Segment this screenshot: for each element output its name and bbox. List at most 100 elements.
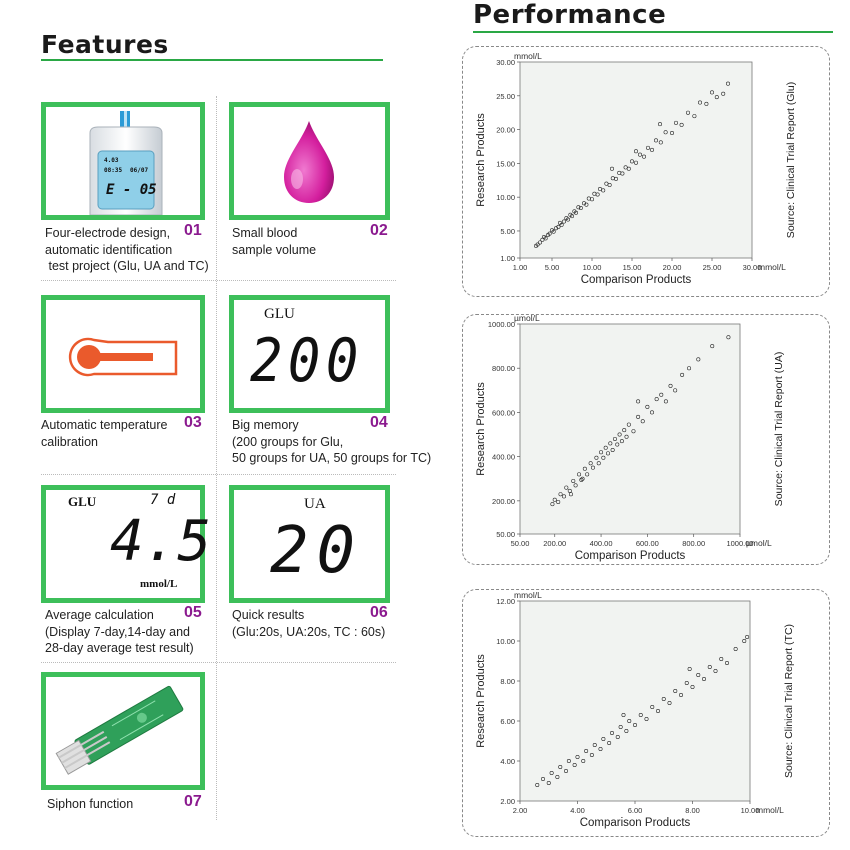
scatter-point [636, 414, 641, 419]
y-axis-label: Research Products [475, 382, 487, 476]
features-title: Features [41, 30, 169, 59]
scatter-point [687, 667, 692, 672]
scatter-point [582, 466, 587, 471]
y-tick-label: 12.00 [496, 597, 515, 606]
feature-tile-06: UA 20 [229, 485, 390, 603]
y-unit-label: µmol/L [514, 314, 540, 323]
scatter-point [650, 705, 655, 710]
y-tick-label: 10.00 [496, 193, 515, 202]
feature-tile-01: 4.03 08:35 06/07 E - 05 [41, 102, 205, 220]
x-unit-label: mmol/L [758, 262, 786, 272]
feature-number-02: 02 [370, 222, 388, 239]
scatter-point [538, 240, 543, 245]
scatter-point [562, 219, 567, 224]
scatter-point [698, 100, 703, 105]
lcd-days: 7 d [150, 492, 176, 508]
feature-number-06: 06 [370, 604, 388, 621]
scatter-point [556, 499, 561, 504]
plot-area [519, 323, 741, 535]
x-tick-label: 2.00 [513, 806, 528, 815]
scatter-point [574, 210, 579, 215]
feature-caption-06: Quick results (Glu:20s, UA:20s, TC : 60s… [232, 608, 386, 639]
scatter-point [674, 120, 679, 125]
y-tick-label: 6.00 [500, 717, 515, 726]
x-tick-label: 15.00 [623, 263, 642, 272]
scatter-point [679, 122, 684, 127]
scatter-point [702, 677, 707, 682]
scatter-point [610, 731, 615, 736]
scatter-point [680, 372, 685, 377]
scatter-point [590, 197, 595, 202]
x-tick-label: 6.00 [628, 806, 643, 815]
feature-caption-05: Average calculation (Display 7-day,14-da… [45, 608, 194, 655]
x-tick-label: 10.00 [583, 263, 602, 272]
x-tick-label: 10.00 [741, 806, 760, 815]
scatter-point [634, 149, 639, 154]
y-tick-label: 5.00 [500, 227, 515, 236]
y-tick-label: 200.00 [492, 497, 515, 506]
lcd-glu-label: GLU [264, 306, 295, 322]
scatter-point [644, 717, 649, 722]
scatter-point [598, 747, 603, 752]
x-tick-label: 4.00 [570, 806, 585, 815]
scatter-point [710, 90, 715, 95]
y-unit-label: mmol/L [514, 590, 542, 600]
scatter-point [620, 171, 625, 176]
scatter-point [584, 749, 589, 754]
scatter-point [556, 224, 561, 229]
scatter-point [606, 451, 611, 456]
scatter-point [592, 743, 597, 748]
scatter-point [692, 114, 697, 119]
y-tick-label: 400.00 [492, 453, 515, 462]
scatter-point [615, 735, 620, 740]
scatter-point [659, 392, 664, 397]
feature-caption-07: Siphon function [47, 797, 134, 811]
feature-caption-04: Big memory (200 groups for Glu, 50 group… [232, 418, 432, 465]
scatter-point [710, 344, 715, 349]
scatter-point [570, 214, 575, 219]
y-tick-label: 8.00 [500, 677, 515, 686]
scatter-point [568, 492, 573, 497]
scatter-point [654, 138, 659, 143]
x-tick-label: 200.00 [543, 539, 566, 548]
y-tick-label: 30.00 [496, 58, 515, 67]
scatter-point [551, 229, 556, 234]
scatter-point [546, 781, 551, 786]
scatter-point [719, 657, 724, 662]
y-tick-label: 10.00 [496, 637, 515, 646]
x-tick-label: 400.00 [590, 539, 613, 548]
scatter-point [714, 95, 719, 100]
thermometer-icon [68, 337, 178, 377]
scatter-point [608, 441, 613, 446]
x-tick-label: 50.00 [511, 539, 530, 548]
performance-title-rule [473, 31, 833, 33]
scatter-point [707, 665, 712, 670]
scatter-point [558, 765, 563, 770]
scatter-point [604, 181, 609, 186]
scatter-point [558, 492, 563, 497]
y-tick-label: 600.00 [492, 408, 515, 417]
scatter-point [622, 428, 627, 433]
scatter-point [615, 442, 620, 447]
scatter-point [588, 461, 593, 466]
scatter-point [610, 166, 615, 171]
scatter-point [564, 769, 569, 774]
y-tick-label: 2.00 [500, 797, 515, 806]
scatter-point [696, 673, 701, 678]
feature-number-05: 05 [184, 604, 202, 621]
feature-caption-02: Small blood sample volume [232, 226, 317, 257]
scatter-point [549, 771, 554, 776]
x-tick-label: 30.00 [743, 263, 762, 272]
meter-screen-date: 06/07 [130, 167, 149, 174]
scatter-point [535, 242, 540, 247]
scatter-point [630, 159, 635, 164]
x-tick-label: 8.00 [685, 806, 700, 815]
scatter-point [596, 461, 601, 466]
lcd-value-200: 200 [250, 326, 364, 396]
scatter-point [572, 763, 577, 768]
feature-number-03: 03 [184, 414, 202, 431]
scatter-point [636, 399, 641, 404]
x-tick-label: 1.00 [513, 263, 528, 272]
x-axis-label: Comparison Products [575, 550, 686, 562]
scatter-point [733, 646, 738, 651]
